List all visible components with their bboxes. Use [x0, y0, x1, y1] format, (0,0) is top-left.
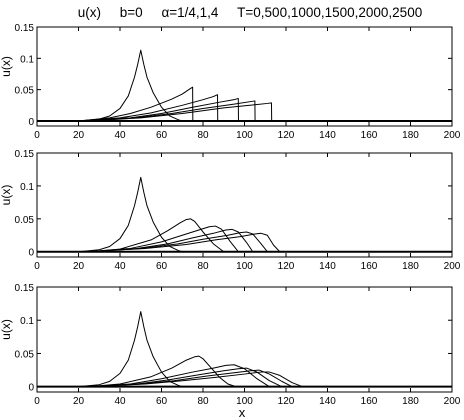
series-line-5 — [37, 100, 452, 122]
x-tick-label: 80 — [197, 396, 209, 407]
y-tick-label: 0.1 — [20, 182, 34, 193]
subplot-2: 0 20 40 60 80 100 120 140 160 180 200 0 0.05 0.1 0.15 u… — [0, 149, 461, 272]
y-tick-label: 0 — [28, 383, 34, 394]
x-tick-label: 180 — [402, 396, 419, 407]
x-tick-label: 160 — [361, 396, 378, 407]
x-tick-label: 200 — [444, 130, 461, 141]
x-tick-label: 0 — [34, 130, 40, 141]
x-tick-label: 20 — [73, 130, 85, 141]
x-tick-label: 120 — [278, 396, 295, 407]
x-tick-label: 80 — [197, 130, 209, 141]
x-tick-label: 200 — [444, 396, 461, 407]
y-axis-label: u(x) — [0, 56, 13, 77]
axes-box — [36, 152, 453, 258]
series-line-6 — [37, 232, 452, 253]
axes-box — [36, 286, 453, 393]
y-axis-label: u(x) — [0, 185, 13, 206]
x-tick-label: 100 — [236, 261, 253, 272]
y-axis-label: u(x) — [0, 319, 13, 340]
y-tick-label: 0.05 — [15, 215, 35, 226]
x-tick-label: 120 — [278, 261, 295, 272]
x-tick-label: 100 — [236, 130, 253, 141]
x-tick-label: 20 — [73, 396, 85, 407]
y-tick-label: 0.05 — [15, 349, 35, 360]
x-tick-label: 0 — [34, 396, 40, 407]
subplot-3: 0 20 40 60 80 100 120 140 160 180 200 0 0.05 0.1 0.15 u… — [0, 283, 461, 407]
x-axis-label: x — [239, 405, 246, 420]
series-line-3 — [37, 225, 452, 253]
series-line-2 — [37, 355, 452, 388]
y-tick-label: 0.1 — [20, 54, 34, 65]
series-line-2 — [37, 86, 452, 122]
x-tick-label: 160 — [361, 261, 378, 272]
figure-title: u(x) b=0 α=1/4,1,4 T=0,500,1000,1500,200… — [78, 5, 422, 20]
series-line-4 — [37, 97, 452, 122]
series-line-3 — [37, 94, 452, 122]
x-tick-label: 100 — [236, 396, 253, 407]
y-tick-label: 0.15 — [15, 149, 35, 160]
subplot-panels: 0 20 40 60 80 100 120 140 160 180 20000.050.10.15u… — [0, 23, 461, 407]
series-line-2 — [37, 218, 452, 253]
y-tick-label: 0 — [28, 117, 34, 128]
x-tick-label: 200 — [444, 261, 461, 272]
series-line-1 — [37, 49, 452, 122]
y-tick-label: 0.15 — [15, 283, 35, 294]
x-tick-label: 60 — [156, 130, 168, 141]
x-tick-label: 140 — [319, 261, 336, 272]
series-line-1 — [37, 176, 452, 253]
subplot-1: 0 20 40 60 80 100 120 140 160 180 200 0 0.05 0.1 0.15 u… — [0, 23, 461, 141]
y-tick-label: 0 — [28, 248, 34, 259]
series-line-6 — [37, 102, 452, 122]
x-tick-label: 140 — [319, 396, 336, 407]
x-tick-label: 60 — [156, 396, 168, 407]
series-line-5 — [37, 231, 452, 253]
series-line-6 — [37, 371, 452, 388]
x-tick-label: 140 — [319, 130, 336, 141]
y-tick-label: 0.15 — [15, 23, 35, 34]
x-tick-label: 40 — [114, 396, 126, 407]
series-line-4 — [37, 367, 452, 388]
x-tick-label: 80 — [197, 261, 209, 272]
x-tick-label: 0 — [34, 261, 40, 272]
x-tick-label: 160 — [361, 130, 378, 141]
x-tick-label: 40 — [114, 261, 126, 272]
y-tick-label: 0.05 — [15, 86, 35, 97]
x-tick-label: 180 — [402, 261, 419, 272]
x-tick-label: 60 — [156, 261, 168, 272]
x-tick-label: 40 — [114, 130, 126, 141]
series-line-1 — [37, 311, 452, 388]
axes-box — [36, 26, 453, 127]
x-tick-label: 120 — [278, 130, 295, 141]
x-tick-label: 180 — [402, 130, 419, 141]
x-tick-label: 20 — [73, 261, 85, 272]
y-tick-label: 0.1 — [20, 316, 34, 327]
